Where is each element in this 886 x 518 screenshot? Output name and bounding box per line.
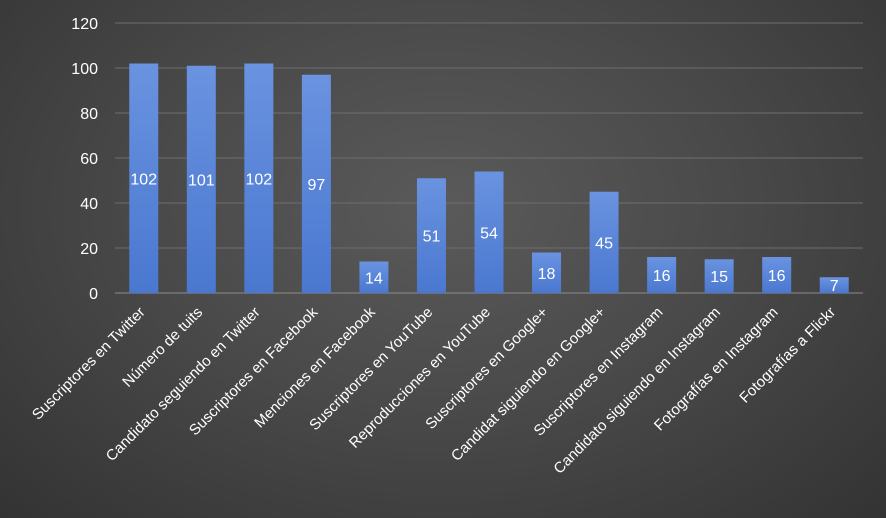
- bars: [129, 63, 849, 293]
- data-label: 7: [830, 278, 839, 295]
- y-tick-label: 40: [80, 196, 98, 213]
- bar: [186, 65, 216, 293]
- data-label: 14: [365, 270, 383, 287]
- y-axis-ticks: 0 20 40 60 80 100 120: [71, 16, 98, 303]
- bar: [129, 63, 159, 293]
- y-tick-label: 120: [71, 16, 98, 33]
- data-label: 102: [130, 171, 157, 188]
- y-tick-label: 20: [80, 241, 98, 258]
- y-tick-label: 60: [80, 151, 98, 168]
- data-label: 97: [307, 177, 325, 194]
- bar: [416, 178, 446, 293]
- bar: [589, 191, 619, 293]
- data-label: 45: [595, 235, 613, 252]
- bar: [819, 277, 849, 293]
- data-label: 15: [710, 269, 728, 286]
- y-tick-label: 100: [71, 61, 98, 78]
- x-category-label: Fotografías a Flickr: [736, 304, 839, 407]
- bar: [532, 252, 562, 293]
- bar: [704, 259, 734, 293]
- data-label: 54: [480, 225, 498, 242]
- bar: [244, 63, 274, 293]
- data-label: 16: [653, 268, 671, 285]
- data-label: 101: [188, 172, 215, 189]
- y-tick-label: 80: [80, 106, 98, 123]
- data-labels: 102 101 102 97 14 51 54 18 45 16 15 16 7: [130, 171, 838, 295]
- bar: [647, 257, 677, 293]
- data-label: 18: [538, 266, 556, 283]
- bar: [474, 171, 504, 293]
- data-label: 16: [768, 268, 786, 285]
- data-label: 102: [245, 171, 272, 188]
- data-label: 51: [423, 229, 441, 246]
- bar: [762, 257, 792, 293]
- y-tick-label: 0: [89, 286, 98, 303]
- bar: [359, 261, 389, 293]
- bar: [301, 74, 331, 293]
- x-category-label: Suscriptores en Twitter: [29, 304, 149, 424]
